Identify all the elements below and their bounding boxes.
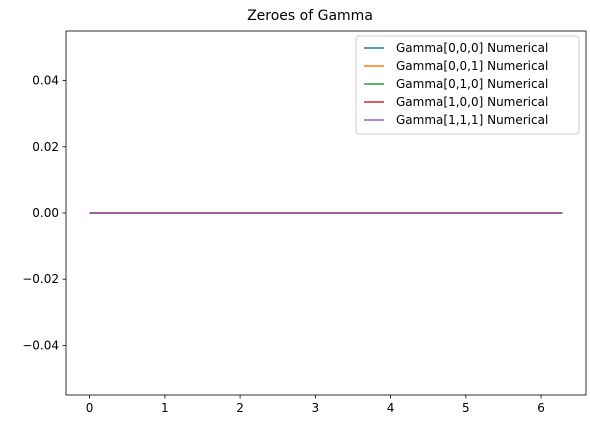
legend-label-4: Gamma[1,1,1] Numerical [396, 113, 548, 127]
x-tick-label: 6 [537, 401, 545, 415]
y-tick-label: 0.00 [32, 206, 59, 220]
x-tick-label: 2 [236, 401, 244, 415]
x-tick-label: 4 [387, 401, 395, 415]
legend: Gamma[0,0,0] Numerical Gamma[0,0,1] Numer… [355, 35, 580, 135]
x-tick-label: 0 [86, 401, 94, 415]
y-tick-label: −0.04 [22, 338, 59, 352]
legend-box [355, 35, 580, 135]
x-tick-label: 5 [462, 401, 470, 415]
y-tick-label: 0.04 [32, 74, 59, 88]
y-tick-label: 0.02 [32, 140, 59, 154]
y-tick-label: −0.02 [22, 272, 59, 286]
legend-label-2: Gamma[0,1,0] Numerical [396, 77, 548, 91]
x-tick-label: 3 [312, 401, 320, 415]
y-axis: −0.04 −0.02 0.00 0.02 0.04 [22, 74, 66, 352]
legend-label-1: Gamma[0,0,1] Numerical [396, 59, 548, 73]
legend-label-3: Gamma[1,0,0] Numerical [396, 95, 548, 109]
legend-label-0: Gamma[0,0,0] Numerical [396, 41, 548, 55]
chart-title: Zeroes of Gamma [247, 8, 373, 24]
x-axis: 0 1 2 3 4 5 6 [86, 395, 545, 415]
x-tick-label: 1 [161, 401, 169, 415]
